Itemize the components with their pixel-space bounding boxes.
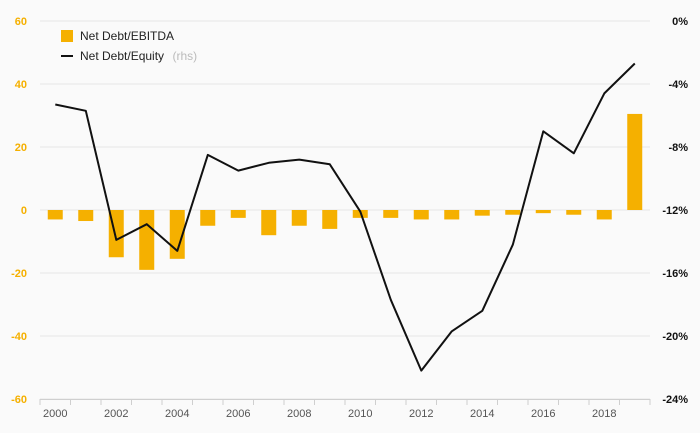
bar	[200, 210, 216, 226]
legend-label-line-suffix: (rhs)	[173, 49, 198, 63]
x-tick-label: 2018	[592, 408, 616, 420]
bar	[596, 210, 612, 220]
right-tick-label: -8%	[668, 142, 688, 154]
left-tick-label: -60	[11, 394, 27, 406]
bar	[566, 210, 582, 215]
grid	[40, 20, 650, 400]
bar	[413, 210, 429, 220]
bar	[474, 210, 490, 216]
bar	[627, 113, 643, 210]
right-tick-label: -16%	[662, 268, 688, 280]
right-tick-label: -20%	[662, 331, 688, 343]
bar	[444, 210, 460, 220]
bar	[322, 210, 338, 229]
x-tick-label: 2004	[165, 408, 189, 420]
bar	[230, 210, 246, 218]
right-tick-label: 0%	[672, 16, 688, 28]
x-tick-label: 2012	[409, 408, 433, 420]
axes: -60 -24% -40 -20% -20 -16% 0 -12% 20 -8% 40 -4% 60 0%…	[11, 16, 688, 420]
left-tick-label: 20	[15, 142, 27, 154]
bar	[383, 210, 399, 218]
left-tick-label: -40	[11, 331, 27, 343]
x-tick-label: 2016	[531, 408, 555, 420]
bar-series	[47, 113, 643, 270]
bar	[535, 210, 551, 214]
left-tick-label: -20	[11, 268, 27, 280]
x-tick-label: 2000	[43, 408, 67, 420]
x-tick-label: 2014	[470, 408, 494, 420]
left-tick-label: 0	[21, 205, 27, 217]
legend-label-bar: Net Debt/EBITDA	[80, 29, 174, 43]
legend: Net Debt/EBITDA Net Debt/Equity (rhs)	[61, 29, 197, 64]
x-tick-label: 2010	[348, 408, 372, 420]
legend-swatch-bar	[61, 30, 73, 42]
bar	[139, 210, 155, 270]
x-tick-label: 2006	[226, 408, 250, 420]
right-tick-label: -4%	[668, 79, 688, 91]
bar	[47, 210, 63, 220]
series-line	[55, 62, 636, 372]
left-tick-label: 40	[15, 79, 27, 91]
right-tick-label: -24%	[662, 394, 688, 406]
bar	[78, 210, 94, 222]
bar	[505, 210, 521, 215]
x-tick-label: 2002	[104, 408, 128, 420]
line-series	[55, 62, 636, 372]
bar	[261, 210, 277, 236]
x-tick-label: 2008	[287, 408, 311, 420]
right-tick-label: -12%	[662, 205, 688, 217]
legend-label-line-group: Net Debt/Equity (rhs)	[80, 47, 197, 64]
legend-label-line: Net Debt/Equity	[80, 49, 164, 63]
bar	[291, 210, 307, 226]
left-tick-label: 60	[15, 16, 27, 28]
